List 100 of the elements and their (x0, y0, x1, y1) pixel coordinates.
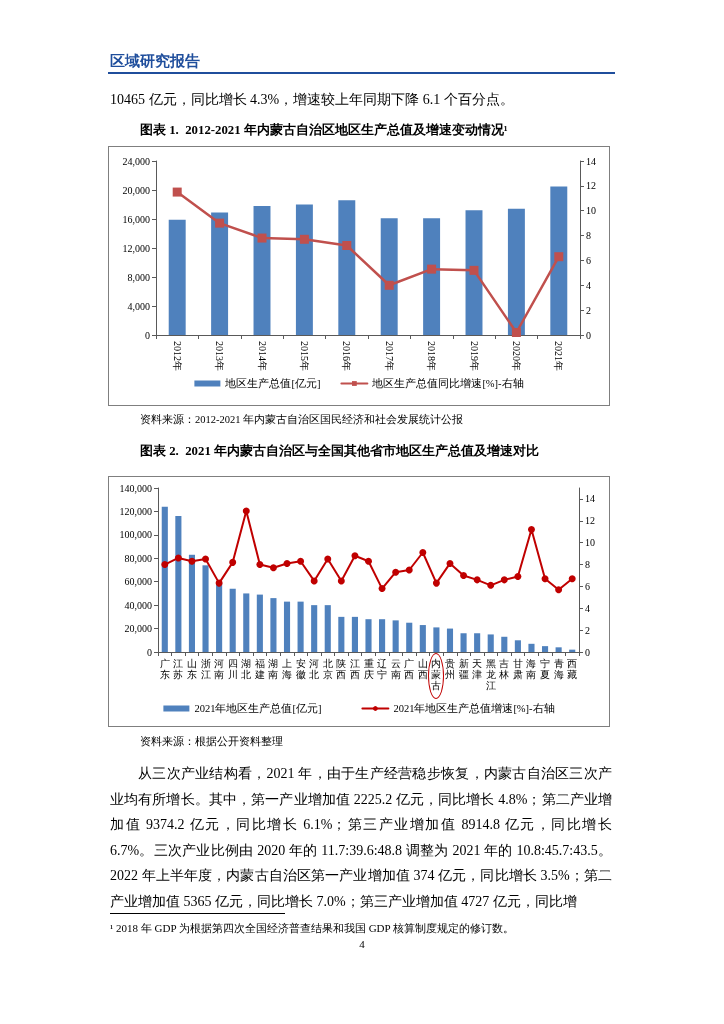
bar (256, 594, 263, 652)
x-tick-label: 青海 (553, 658, 564, 680)
bar (175, 516, 182, 652)
bar (419, 625, 426, 652)
bar (338, 200, 356, 335)
x-tick-label: 云南 (390, 658, 401, 680)
point (324, 555, 332, 563)
point (568, 575, 576, 583)
point (283, 559, 291, 567)
x-tick-label: 福建 (253, 658, 265, 680)
text: 10465 亿元，同比增长 4.3%，增速较上年同期下降 6.1 个百分点。 (110, 92, 514, 109)
y-tick-label: 4,000 (127, 300, 150, 312)
legend-label: 2021年地区生产总值[亿元] (194, 702, 322, 714)
bar (514, 640, 521, 652)
x-tick-label: 甘肃 (512, 658, 523, 680)
x-tick-label: 2016年 (341, 341, 353, 371)
x-tick-label: 2018年 (426, 341, 438, 371)
x-tick-label: 湖北 (241, 658, 252, 680)
point (405, 566, 413, 574)
point (527, 526, 535, 534)
y-tick-label: 20,000 (124, 623, 152, 635)
point (365, 557, 372, 565)
bar (324, 605, 331, 652)
text: 资料来源：2012-2021 年内蒙古自治区国民经济和社会发展统计公报 (140, 414, 464, 427)
y-tick-label: 16,000 (122, 213, 150, 225)
text: 从三次产业结构看，2021 年，由于生产经营稳步恢复，内蒙古自治区三次产业均有所增长。其中，第一产业增加值 2225.2 亿元，同比增长 4.8%；第二产业增加值 9374.2 亿元，同比增长 6.1%；第三产业增加值 8914.8 亿元，同比增长 6.7%。三次产业比例由 2020 年的 11.7:39.6:48.8 调整为 2021 年的 10.8:45.7:43.5。2022 年上半年度，内蒙古自治区第一产业增加值 374 亿元，同比增长 3.5%；第二产业增加值 5365 亿元，同比增长 7.0%；第三产业增加值 4727 亿元，同比增 (110, 765, 612, 911)
y2-tick-label: 0 (586, 329, 591, 341)
x-tick-label: 2014年 (256, 341, 268, 371)
y2-tick-label: 12 (585, 515, 595, 527)
x-tick-label: 贵州 (444, 658, 455, 680)
point (555, 586, 563, 594)
bar (229, 588, 236, 652)
x-tick-label: 内蒙古 (431, 658, 442, 691)
x-tick-label: 西藏 (567, 658, 578, 680)
bar (243, 593, 250, 652)
y-tick-label: 80,000 (124, 552, 152, 564)
point (460, 571, 468, 579)
text: 资料来源：根据公开资料整理 (140, 736, 283, 749)
y2-tick-label: 8 (586, 230, 591, 242)
point (161, 561, 169, 569)
point (446, 559, 454, 567)
y2-tick-label: 14 (586, 155, 596, 167)
x-tick-label: 海南 (526, 658, 537, 680)
y-tick-label: 60,000 (124, 576, 152, 588)
bar (168, 219, 186, 335)
y-tick-label: 40,000 (124, 599, 152, 611)
point (310, 577, 318, 585)
point (257, 233, 267, 243)
x-tick-label: 天津 (472, 658, 483, 680)
bar (202, 565, 209, 652)
y-tick-label: 120,000 (119, 505, 152, 517)
x-tick-label: 河南 (214, 658, 225, 680)
bar (528, 643, 535, 652)
point (297, 557, 305, 565)
y2-tick-label: 4 (585, 602, 590, 614)
point (269, 564, 277, 572)
point (500, 576, 508, 584)
x-tick-label: 河北 (309, 658, 320, 680)
y2-tick-label: 14 (585, 493, 595, 505)
bar (460, 633, 467, 652)
y-tick-label: 8,000 (127, 271, 150, 283)
bar (338, 616, 345, 652)
bar (161, 506, 168, 652)
x-tick-label: 2015年 (298, 341, 310, 371)
x-tick-label: 上海 (282, 658, 293, 680)
bar (253, 205, 271, 335)
bar (380, 218, 398, 335)
point (229, 558, 237, 566)
bar (465, 210, 483, 335)
bar (507, 208, 525, 335)
bar (283, 601, 291, 652)
point (432, 579, 440, 587)
y-tick-label: 24,000 (122, 155, 150, 167)
y2-tick-label: 2 (586, 304, 591, 316)
point (511, 328, 521, 338)
y2-tick-label: 6 (585, 580, 590, 592)
bar (351, 616, 358, 652)
x-tick-label: 新疆 (458, 658, 469, 680)
point (419, 549, 427, 556)
text: 区域研究报告 (110, 52, 200, 70)
point (427, 264, 437, 274)
point (215, 218, 225, 228)
point (351, 552, 359, 560)
bar (487, 634, 494, 652)
point (514, 573, 522, 581)
point (172, 187, 182, 197)
point (469, 265, 479, 275)
x-tick-label: 2019年 (468, 341, 480, 371)
point (215, 579, 223, 587)
x-tick-label: 2020年 (510, 341, 522, 371)
bar (297, 601, 304, 652)
bar (433, 627, 440, 652)
point (384, 280, 394, 290)
y2-tick-label: 12 (586, 180, 596, 192)
x-tick-label: 2017年 (383, 341, 395, 371)
point (342, 241, 352, 251)
x-tick-label: 山东 (186, 658, 197, 680)
point (473, 576, 481, 584)
bar (423, 218, 441, 335)
bar (211, 212, 229, 335)
